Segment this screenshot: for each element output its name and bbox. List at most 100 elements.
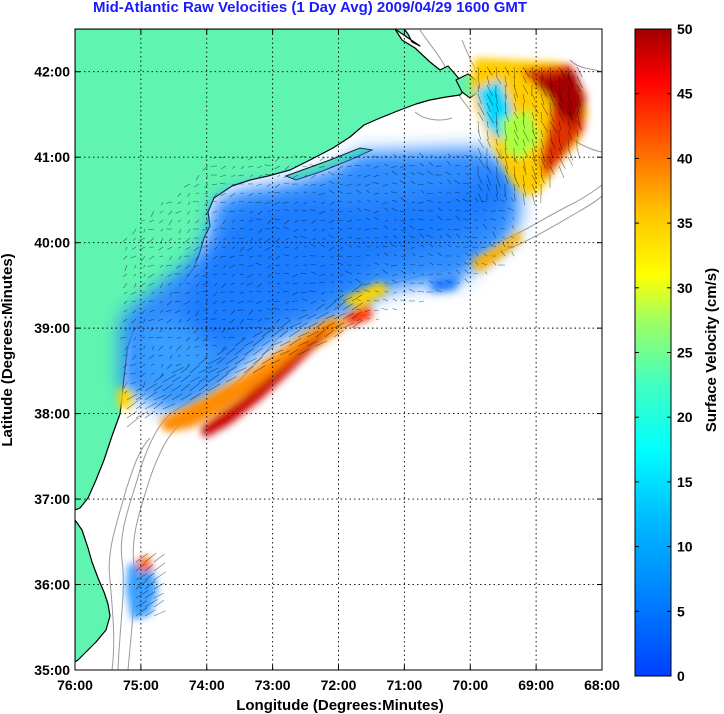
velocity-arrow: [219, 255, 227, 258]
y-tick-label: 39:00: [34, 320, 70, 336]
velocity-arrow: [382, 298, 389, 302]
velocity-arrow: [214, 282, 218, 287]
velocity-arrow: [486, 75, 490, 87]
velocity-arrow: [463, 182, 470, 185]
velocity-arrow: [157, 345, 164, 351]
velocity-arrow: [392, 291, 398, 294]
velocity-arrow: [291, 309, 299, 311]
velocity-arrow: [304, 174, 308, 178]
velocity-arrow: [180, 374, 191, 383]
velocity-arrow: [540, 138, 544, 149]
velocity-arrow: [576, 129, 579, 138]
velocity-arrow: [185, 246, 191, 250]
velocity-arrow: [174, 291, 182, 294]
velocity-arrow: [456, 233, 461, 239]
gridlines: [75, 29, 602, 670]
velocity-arrow: [180, 383, 190, 392]
velocity-arrow: [366, 236, 371, 239]
velocity-arrow: [477, 138, 484, 149]
velocity-arrow: [348, 245, 353, 248]
velocity-arrow: [142, 300, 146, 304]
velocity-arrow: [243, 341, 254, 347]
velocity-arrow: [267, 219, 272, 225]
velocity-arrow: [149, 255, 155, 260]
velocity-arrow: [283, 226, 290, 230]
velocity-arrow: [194, 327, 200, 334]
velocity-arrow: [576, 147, 581, 159]
velocity-arrow: [256, 300, 263, 304]
velocity-arrow: [279, 330, 289, 338]
colorbar-tick-label: 45: [677, 86, 693, 102]
velocity-arrow: [180, 365, 190, 374]
velocity-arrow: [427, 170, 434, 176]
velocity-arrow: [261, 356, 275, 365]
velocity-arrow: [567, 129, 572, 140]
velocity-arrow: [162, 383, 173, 392]
velocity-arrow: [400, 165, 407, 168]
velocity-arrow: [495, 165, 498, 176]
velocity-arrow: [166, 300, 173, 306]
velocity-arrow: [504, 147, 507, 158]
velocity-arrow: [256, 219, 263, 221]
colorbar-tick-label: 35: [677, 215, 693, 231]
velocity-arrow: [411, 191, 416, 194]
velocity-arrow: [279, 319, 291, 329]
velocity-arrow: [347, 219, 353, 223]
velocity-arrow: [429, 280, 434, 284]
velocity-arrow: [400, 197, 407, 203]
velocity-arrow: [294, 236, 299, 239]
velocity-arrow: [221, 327, 227, 333]
velocity-arrow: [462, 198, 470, 203]
velocity-arrow: [276, 318, 281, 323]
velocity-arrow: [267, 290, 272, 293]
velocity-arrow: [186, 309, 191, 315]
velocity-arrow: [511, 251, 515, 257]
velocity-arrow: [160, 309, 164, 313]
velocity-arrow: [484, 271, 488, 275]
velocity-arrow: [477, 129, 482, 140]
velocity-arrow: [222, 210, 227, 212]
velocity-arrow: [382, 183, 389, 187]
velocity-arrow: [122, 318, 128, 323]
velocity-arrow: [464, 226, 470, 230]
velocity-arrow: [375, 318, 380, 320]
velocity-arrow: [142, 363, 146, 367]
velocity-arrow: [483, 253, 488, 257]
velocity-arrow: [123, 354, 128, 356]
velocity-arrow: [153, 553, 165, 563]
velocity-arrow: [510, 197, 515, 203]
velocity-arrow: [167, 282, 173, 286]
velocity-arrow: [333, 312, 345, 320]
velocity-arrow: [142, 327, 146, 332]
velocity-arrow: [230, 282, 236, 285]
velocity-arrow: [207, 374, 220, 383]
velocity-arrow: [495, 66, 498, 76]
velocity-arrow: [143, 345, 146, 349]
velocity-arrow: [549, 66, 552, 76]
velocity-arrow: [384, 225, 389, 230]
velocity-arrow: [356, 264, 362, 266]
velocity-arrow: [319, 210, 326, 215]
velocity-arrow: [457, 172, 461, 176]
velocity-arrow: [297, 341, 309, 347]
velocity-arrow: [329, 201, 335, 206]
velocity-arrow: [412, 271, 416, 275]
velocity-arrow: [540, 111, 543, 121]
velocity-arrow: [130, 255, 137, 259]
velocity-arrow: [248, 156, 254, 161]
velocity-arrow: [297, 314, 309, 320]
velocity-arrow: [139, 237, 146, 241]
velocity-arrow: [297, 348, 310, 356]
velocity-arrow: [417, 218, 425, 221]
velocity-arrow: [144, 572, 155, 581]
velocity-arrow: [130, 381, 137, 385]
velocity-arrow: [187, 345, 191, 351]
velocity-arrow: [204, 201, 209, 206]
velocity-arrow: [447, 201, 452, 204]
velocity-arrow: [120, 336, 128, 339]
velocity-arrow: [184, 300, 191, 305]
velocity-arrow: [456, 263, 461, 266]
velocity-arrow: [339, 183, 344, 186]
velocity-arrow: [483, 223, 488, 230]
velocity-arrow: [437, 252, 443, 257]
